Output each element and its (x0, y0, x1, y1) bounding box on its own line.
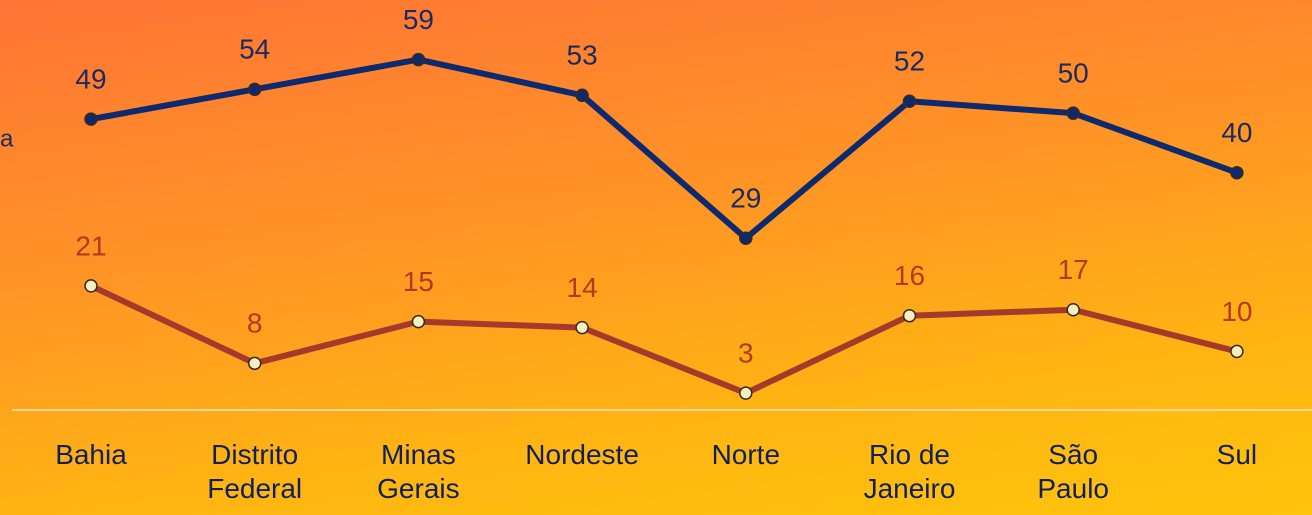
data-label: 54 (239, 34, 270, 65)
point (1066, 302, 1080, 317)
point (739, 386, 753, 400)
point (1066, 106, 1080, 120)
x-tick-label: Bahia (55, 439, 127, 470)
series-line (90, 56, 1238, 242)
data-label: 52 (894, 46, 925, 77)
data-label: 8 (247, 308, 263, 339)
point (1230, 344, 1244, 359)
point (247, 82, 262, 97)
point (902, 94, 917, 109)
point (902, 308, 917, 323)
x-tick-label: Sul (1216, 439, 1258, 470)
data-label: 3 (738, 338, 754, 369)
x-tick-label: Nordeste (525, 439, 639, 470)
point (247, 356, 262, 371)
point (411, 52, 426, 67)
x-tick-label: Minas Gerais (377, 439, 460, 504)
point (411, 314, 426, 329)
x-tick-label: São Paulo (1037, 439, 1109, 504)
data-label: 16 (894, 260, 925, 291)
point (84, 112, 98, 126)
data-label: 50 (1058, 58, 1089, 89)
x-tick-label: Distrito Federal (207, 439, 303, 504)
data-label: 40 (1221, 117, 1252, 148)
series-line (89, 283, 1238, 397)
point (84, 279, 98, 293)
point (575, 88, 589, 103)
point (1230, 165, 1244, 180)
x-tick-label: Norte (711, 439, 781, 470)
legend-label: a (0, 125, 14, 152)
data-label: 21 (75, 230, 106, 261)
point (575, 320, 589, 335)
data-label: 53 (567, 40, 598, 71)
data-label: 49 (75, 64, 106, 95)
data-label: 29 (730, 183, 761, 214)
data-label: 59 (403, 4, 434, 35)
data-label: 10 (1221, 296, 1252, 327)
data-label: 17 (1058, 254, 1089, 285)
data-label: 14 (567, 272, 598, 303)
point (739, 231, 753, 246)
data-label: 15 (403, 266, 434, 297)
x-tick-label: Rio de Janeiro (863, 439, 956, 504)
